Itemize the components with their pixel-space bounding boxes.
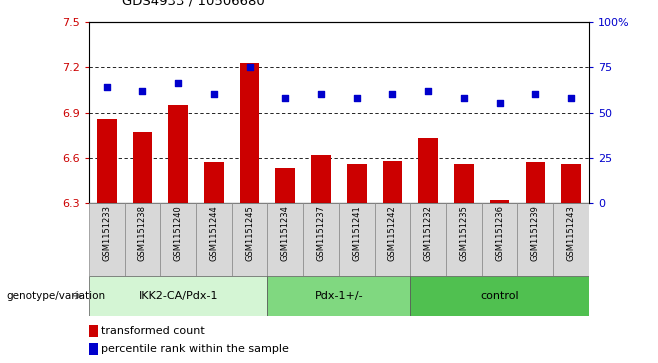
Point	[137, 88, 147, 94]
Bar	[133, 132, 152, 203]
Bar	[168, 105, 188, 203]
Bar	[490, 200, 509, 203]
Text: GSM1151236: GSM1151236	[495, 205, 504, 261]
Point	[173, 81, 184, 86]
Bar	[526, 162, 545, 203]
Point	[530, 91, 541, 97]
Bar	[196, 203, 232, 276]
Point	[209, 91, 219, 97]
Bar	[446, 203, 482, 276]
Text: GDS4933 / 10506680: GDS4933 / 10506680	[122, 0, 265, 7]
Bar	[240, 62, 259, 203]
Bar	[89, 325, 98, 338]
Bar	[204, 162, 224, 203]
Bar	[97, 119, 116, 203]
Text: GSM1151241: GSM1151241	[352, 205, 361, 261]
Text: GSM1151233: GSM1151233	[102, 205, 111, 261]
Bar	[267, 203, 303, 276]
Text: GSM1151237: GSM1151237	[316, 205, 326, 261]
Point	[351, 95, 362, 101]
Bar	[411, 203, 446, 276]
Point	[280, 95, 291, 101]
Bar	[89, 276, 267, 316]
Bar	[411, 276, 589, 316]
Bar	[232, 203, 267, 276]
Bar	[303, 203, 339, 276]
Text: GSM1151243: GSM1151243	[567, 205, 576, 261]
Bar	[267, 276, 411, 316]
Bar	[454, 164, 474, 203]
Bar	[418, 138, 438, 203]
Text: GSM1151240: GSM1151240	[174, 205, 183, 261]
Point	[101, 84, 112, 90]
Text: GSM1151239: GSM1151239	[531, 205, 540, 261]
Bar	[124, 203, 161, 276]
Bar	[89, 343, 98, 355]
Point	[459, 95, 469, 101]
Text: Pdx-1+/-: Pdx-1+/-	[315, 291, 363, 301]
Text: GSM1151244: GSM1151244	[209, 205, 218, 261]
Point	[494, 101, 505, 106]
Bar	[339, 203, 374, 276]
Point	[387, 91, 397, 97]
Text: GSM1151245: GSM1151245	[245, 205, 254, 261]
Bar	[561, 164, 581, 203]
Point	[244, 64, 255, 70]
Text: GSM1151234: GSM1151234	[281, 205, 290, 261]
Text: genotype/variation: genotype/variation	[7, 291, 106, 301]
Bar	[161, 203, 196, 276]
Text: transformed count: transformed count	[101, 326, 205, 337]
Bar	[347, 164, 367, 203]
Bar	[311, 155, 331, 203]
Bar	[517, 203, 553, 276]
Text: IKK2-CA/Pdx-1: IKK2-CA/Pdx-1	[138, 291, 218, 301]
Text: control: control	[480, 291, 519, 301]
Text: GSM1151232: GSM1151232	[424, 205, 433, 261]
Text: percentile rank within the sample: percentile rank within the sample	[101, 344, 290, 354]
Point	[423, 88, 434, 94]
Text: GSM1151242: GSM1151242	[388, 205, 397, 261]
Bar	[553, 203, 589, 276]
Bar	[482, 203, 517, 276]
Point	[566, 95, 576, 101]
Bar	[382, 161, 402, 203]
Point	[316, 91, 326, 97]
Bar	[374, 203, 411, 276]
Bar	[89, 203, 124, 276]
Text: GSM1151235: GSM1151235	[459, 205, 468, 261]
Bar	[276, 168, 295, 203]
Text: GSM1151238: GSM1151238	[138, 205, 147, 261]
